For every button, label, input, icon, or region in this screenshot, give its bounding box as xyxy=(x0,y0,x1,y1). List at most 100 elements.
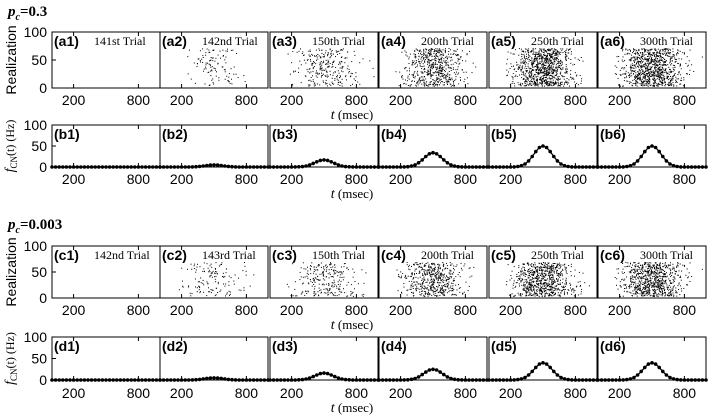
spike-dot xyxy=(537,75,539,77)
spike-dot xyxy=(529,279,531,281)
spike-dot xyxy=(550,287,552,289)
spike-dot xyxy=(626,64,627,66)
spike-dot xyxy=(456,48,458,50)
spike-dot xyxy=(650,61,652,63)
spike-dot xyxy=(441,288,443,290)
spike-dot xyxy=(433,82,435,84)
spike-dot xyxy=(528,60,530,62)
spike-dot xyxy=(321,273,323,275)
spike-dot xyxy=(310,71,312,73)
spike-dot xyxy=(655,63,657,65)
spike-dot xyxy=(341,60,342,62)
spike-dot xyxy=(657,270,659,272)
spike-dot xyxy=(429,267,431,269)
spike-dot xyxy=(401,291,402,293)
spike-dot xyxy=(548,271,550,273)
spike-dot xyxy=(351,292,353,294)
rate-point xyxy=(646,145,651,150)
spike-dot xyxy=(417,74,419,76)
spike-dot xyxy=(332,61,334,63)
spike-dot xyxy=(636,85,638,87)
spike-dot xyxy=(449,67,451,69)
spike-dot xyxy=(650,267,652,269)
spike-dot xyxy=(422,273,423,275)
spike-dot xyxy=(418,50,420,52)
spike-dot xyxy=(564,51,566,53)
spike-dot xyxy=(442,269,444,271)
spike-dot xyxy=(442,279,444,281)
spike-dot xyxy=(679,64,681,65)
spike-dot xyxy=(438,70,440,72)
spike-dot xyxy=(327,266,328,268)
spike-dot xyxy=(452,283,454,285)
spike-dot xyxy=(556,280,558,282)
spike-dot xyxy=(672,77,674,79)
spike-dot xyxy=(527,63,529,65)
spike-dot xyxy=(208,271,210,273)
spike-dot xyxy=(326,269,328,271)
spike-dot xyxy=(629,53,631,55)
spike-dot xyxy=(671,83,673,85)
spike-dot xyxy=(534,57,536,59)
spike-dot xyxy=(634,83,636,84)
spike-dot xyxy=(643,64,645,66)
spike-dot xyxy=(325,59,327,61)
spike-dot xyxy=(451,59,453,61)
spike-dot xyxy=(553,69,555,71)
spike-dot xyxy=(347,51,348,53)
spike-dot xyxy=(549,271,551,272)
spike-dot xyxy=(634,56,636,58)
spike-dot xyxy=(549,58,551,60)
spike-dot xyxy=(325,267,327,269)
spike-dot xyxy=(654,74,656,76)
spike-dot xyxy=(566,68,568,70)
spike-dot xyxy=(437,84,439,85)
rate-point xyxy=(133,165,137,169)
spike-dot xyxy=(325,76,327,77)
spike-dot xyxy=(640,65,642,67)
spike-dot xyxy=(528,48,530,50)
spike-dot xyxy=(439,52,441,54)
spike-dot xyxy=(544,62,546,64)
spike-dot xyxy=(418,80,420,82)
spike-dot xyxy=(332,53,334,55)
spike-dot xyxy=(647,79,649,81)
spike-dot xyxy=(334,264,336,266)
spike-dot xyxy=(197,58,199,60)
spike-dot xyxy=(652,73,654,75)
spike-dot xyxy=(662,272,664,274)
spike-dot xyxy=(334,71,336,73)
spike-dot xyxy=(219,290,221,292)
spike-dot xyxy=(430,65,432,67)
spike-dot xyxy=(625,77,627,79)
spike-dot xyxy=(524,83,526,84)
spike-dot xyxy=(556,67,558,69)
spike-dot xyxy=(647,66,649,68)
spike-dot xyxy=(538,63,540,65)
spike-dot xyxy=(619,69,621,71)
rate-point xyxy=(559,162,563,166)
spike-dot xyxy=(427,294,429,296)
spike-dot xyxy=(516,64,518,66)
spike-dot xyxy=(564,82,565,84)
spike-dot xyxy=(654,72,656,74)
spike-dot xyxy=(196,291,198,293)
spike-dot xyxy=(669,78,671,80)
spike-dot xyxy=(522,65,524,67)
spike-dot xyxy=(200,291,201,293)
spike-dot xyxy=(687,276,689,278)
spike-dot xyxy=(533,274,535,276)
spike-dot xyxy=(440,288,442,290)
spike-dot xyxy=(526,81,528,83)
spike-dot xyxy=(566,273,568,274)
spike-dot xyxy=(635,84,637,86)
spike-dot xyxy=(447,285,448,287)
spike-dot xyxy=(339,276,341,278)
spike-dot xyxy=(664,78,666,80)
rate-point xyxy=(625,164,629,169)
spike-dot xyxy=(653,73,655,75)
rate-point xyxy=(147,165,151,169)
spike-dot xyxy=(528,67,530,69)
spike-dot xyxy=(532,49,534,51)
spike-dot xyxy=(519,294,521,296)
